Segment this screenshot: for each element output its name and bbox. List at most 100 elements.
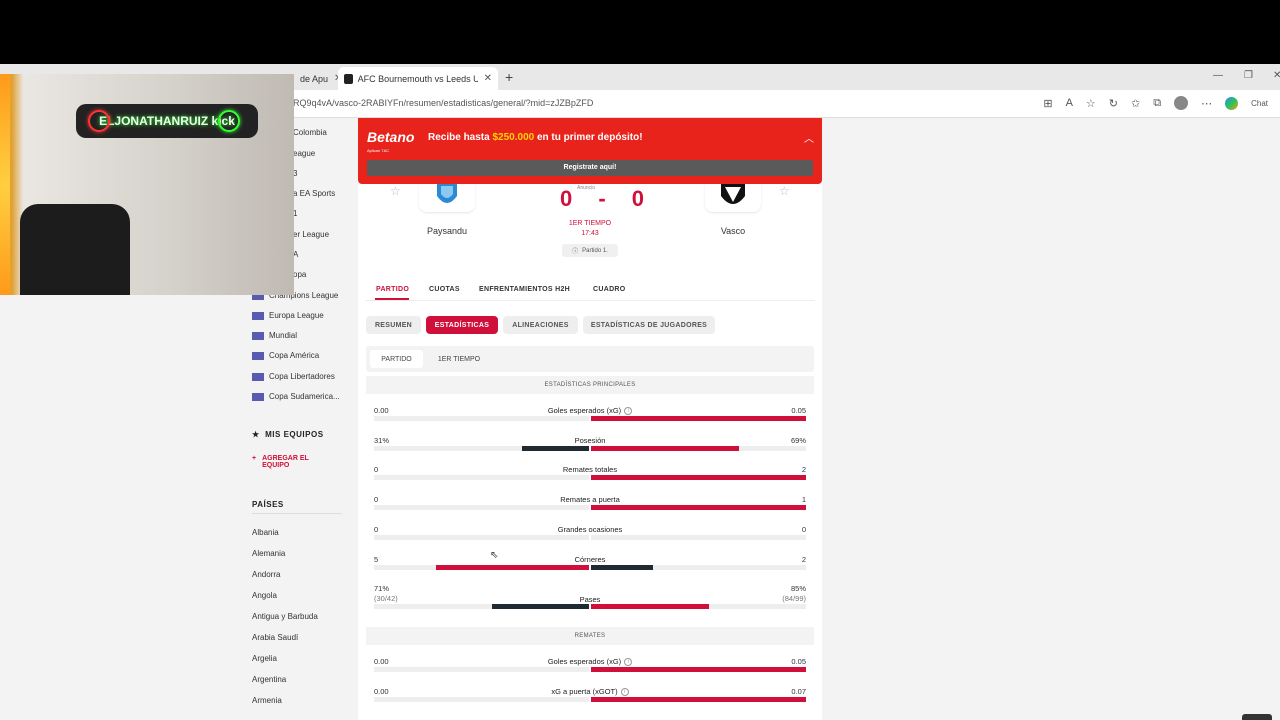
- favorite-star-icon[interactable]: ☆: [1085, 97, 1096, 110]
- section-remates: REMATES: [366, 627, 814, 645]
- restore-icon[interactable]: ❐: [1244, 70, 1253, 81]
- neon-logo-icon: [218, 110, 240, 132]
- browser-window: de Apu ✕ AFC Bournemouth vs Leeds United…: [0, 64, 1280, 720]
- info-icon[interactable]: i: [620, 687, 629, 696]
- subtab-1er-tiempo[interactable]: 1ER TIEMPO: [437, 355, 481, 363]
- tab-cuotas[interactable]: CUOTAS: [429, 286, 460, 293]
- mouse-cursor-icon: ⇖: [490, 550, 499, 561]
- tab-match[interactable]: AFC Bournemouth vs Leeds United ✕: [338, 67, 498, 90]
- new-tab-icon[interactable]: +: [505, 69, 514, 85]
- stat-name: Remates totales: [562, 465, 618, 475]
- tab-label: AFC Bournemouth vs Leeds United: [357, 73, 478, 84]
- stat-away-value: 2: [801, 465, 806, 475]
- sidebar-item-a[interactable]: A: [293, 250, 299, 259]
- away-team-logo[interactable]: [705, 184, 761, 212]
- sidebar-item-europa[interactable]: opa: [293, 270, 307, 279]
- sidebar-country[interactable]: Albania: [252, 528, 279, 537]
- stat-name: Pases: [579, 595, 601, 604]
- sidebar-item-europa-league[interactable]: Europa League: [252, 311, 324, 320]
- sidebar-item-1[interactable]: 1: [293, 209, 298, 218]
- flag-icon: [252, 331, 264, 340]
- betano-ad-banner[interactable]: Betano Aplican T&C Recibe hasta $250.000…: [358, 118, 822, 184]
- register-button[interactable]: Registrate aquí!: [367, 160, 813, 176]
- active-tab-underline: [375, 298, 409, 300]
- favorite-away-star-icon[interactable]: ☆: [779, 184, 790, 198]
- info-icon[interactable]: i: [624, 658, 633, 667]
- refresh-icon[interactable]: ↻: [1108, 97, 1119, 110]
- pill-alineaciones[interactable]: ALINEACIONES: [503, 316, 578, 334]
- stat-home-value: 0: [374, 524, 379, 534]
- sidebar-country[interactable]: Argelia: [252, 654, 277, 663]
- stat-home-value: 71%: [374, 584, 390, 593]
- pill-estadisticas-jugadores[interactable]: ESTADÍSTICAS DE JUGADORES: [583, 316, 715, 334]
- close-window-icon[interactable]: ✕: [1273, 70, 1280, 81]
- sidebar-country[interactable]: Arabia Saudí: [252, 633, 299, 642]
- apps-icon[interactable]: ⊞: [1043, 97, 1053, 110]
- match-time: 17:43: [581, 230, 599, 237]
- stat-name: xG a puerta (xGOT) i: [374, 687, 806, 696]
- stat-away-value: 0.05: [791, 406, 806, 415]
- tab-partido[interactable]: PARTIDO: [376, 286, 410, 293]
- read-aloud-icon[interactable]: A: [1065, 97, 1073, 109]
- collections-icon[interactable]: ⧉: [1153, 96, 1162, 109]
- minimize-icon[interactable]: —: [1213, 70, 1223, 81]
- profile-avatar[interactable]: [1174, 96, 1189, 110]
- sidebar-country[interactable]: Angola: [252, 591, 277, 600]
- subtab-partido[interactable]: PARTIDO: [370, 350, 423, 368]
- info-icon[interactable]: i: [624, 407, 633, 416]
- home-team-name[interactable]: Paysandu: [426, 226, 468, 236]
- betano-logo: Betano: [367, 129, 415, 145]
- sidebar-item-champions[interactable]: Champions League: [252, 291, 338, 300]
- sidebar-item-mundial[interactable]: Mundial: [252, 331, 297, 340]
- favorite-home-star-icon[interactable]: ☆: [390, 184, 401, 198]
- sidebar-item-3[interactable]: 3: [293, 169, 298, 178]
- sidebar-country[interactable]: Argentina: [252, 675, 287, 684]
- sidebar-country[interactable]: Armenia: [252, 696, 282, 705]
- stat-bar-away: [591, 696, 806, 702]
- page-content: Colombia eague 3 a EA Sports 1 er League…: [0, 118, 1280, 720]
- sidebar-item-colombia[interactable]: Colombia: [293, 128, 327, 137]
- sidebar-country[interactable]: Antigua y Barbuda: [252, 612, 318, 621]
- sidebar-country[interactable]: Alemania: [252, 549, 286, 558]
- stat-away-value: 0.07: [791, 686, 806, 696]
- home-team-logo[interactable]: [419, 184, 475, 212]
- sidebar-item-copa-america[interactable]: Copa América: [252, 351, 319, 360]
- more-icon[interactable]: ⋯: [1201, 97, 1213, 110]
- tab-apuestas[interactable]: de Apu ✕: [294, 67, 338, 90]
- collapse-chevron-icon[interactable]: ︿: [804, 134, 814, 145]
- sidebar-item-libertadores[interactable]: Copa Libertadores: [252, 372, 335, 381]
- stat-row: 71% 85% Pases (30/42) (84/99): [374, 584, 806, 612]
- stat-away-value: 85%: [790, 584, 806, 593]
- stat-track-home: [374, 604, 589, 609]
- sidebar-item-league[interactable]: eague: [293, 149, 316, 158]
- add-team-link[interactable]: + AGREGAR EL EQUIPO: [252, 455, 309, 469]
- stat-home-value: 0.00: [374, 686, 389, 696]
- sidebar-item-ea-sports[interactable]: a EA Sports: [293, 189, 336, 198]
- sidebar-item-sudamericana[interactable]: Copa Sudamerica...: [252, 392, 340, 401]
- close-tab-icon[interactable]: ✕: [334, 73, 338, 84]
- stat-away-value: 69%: [790, 435, 806, 445]
- favorites-icon[interactable]: ✩: [1131, 97, 1141, 110]
- sidebar-item-premier[interactable]: er League: [293, 230, 330, 239]
- tab-h2h[interactable]: ENFRENTAMIENTOS H2H: [479, 286, 571, 293]
- stat-bar-away: [591, 667, 806, 672]
- tab-cuadro[interactable]: CUADRO: [593, 286, 626, 293]
- url-text[interactable]: RQ9q4vA/vasco-2RABIYFn/resumen/estadisti…: [293, 98, 594, 108]
- divider: [252, 513, 342, 514]
- chat-label[interactable]: Chat: [1251, 98, 1268, 108]
- stat-bar-away: [591, 564, 654, 570]
- away-team-name[interactable]: Vasco: [720, 226, 746, 236]
- stat-row: 0 2 Remates totales: [374, 465, 806, 493]
- score: 0 - 0: [560, 186, 655, 211]
- pill-resumen[interactable]: RESUMEN: [366, 316, 421, 334]
- stat-away-value: 1: [801, 495, 806, 505]
- copilot-icon[interactable]: [1225, 96, 1239, 110]
- close-tab-icon[interactable]: ✕: [483, 73, 492, 84]
- stat-track-away: [591, 534, 806, 540]
- stat-bar-away: [591, 475, 806, 481]
- sidebar-country[interactable]: Andorra: [252, 570, 281, 579]
- plus-icon: +: [252, 455, 257, 462]
- ad-message: Recibe hasta $250.000 en tu primer depós…: [428, 132, 643, 143]
- pill-estadisticas[interactable]: ESTADÍSTICAS: [426, 316, 498, 334]
- stat-track-away: [591, 604, 806, 609]
